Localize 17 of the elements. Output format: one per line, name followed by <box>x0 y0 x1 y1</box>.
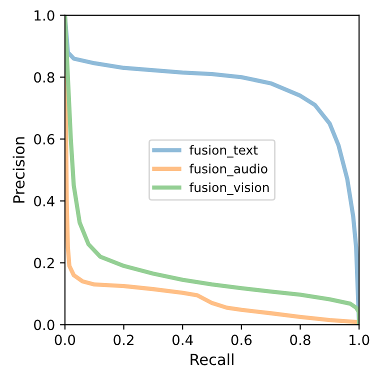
legend-label: fusion_text <box>190 145 258 158</box>
y-tick-label: 0.6 <box>34 134 54 145</box>
x-tick-label: 0.2 <box>114 334 134 346</box>
y-axis-title: Precision <box>12 137 25 203</box>
x-tick-label: 0.0 <box>54 334 76 346</box>
legend-label: fusion_vision <box>190 182 269 195</box>
y-tick-label: 1.0 <box>34 10 54 21</box>
x-tick-label: 1.0 <box>350 334 370 346</box>
x-axis-title: Recall <box>190 353 234 366</box>
y-tick-label: 0.2 <box>34 258 54 268</box>
legend-label: fusion_audio <box>190 164 268 176</box>
x-tick-label: 0.6 <box>231 334 252 346</box>
x-tick-label: 0.4 <box>172 334 193 346</box>
y-tick-label: 0.0 <box>34 320 54 330</box>
x-tick-label: 0.8 <box>290 334 310 346</box>
y-tick-label: 0.8 <box>34 72 54 83</box>
y-tick-label: 0.4 <box>34 196 54 206</box>
